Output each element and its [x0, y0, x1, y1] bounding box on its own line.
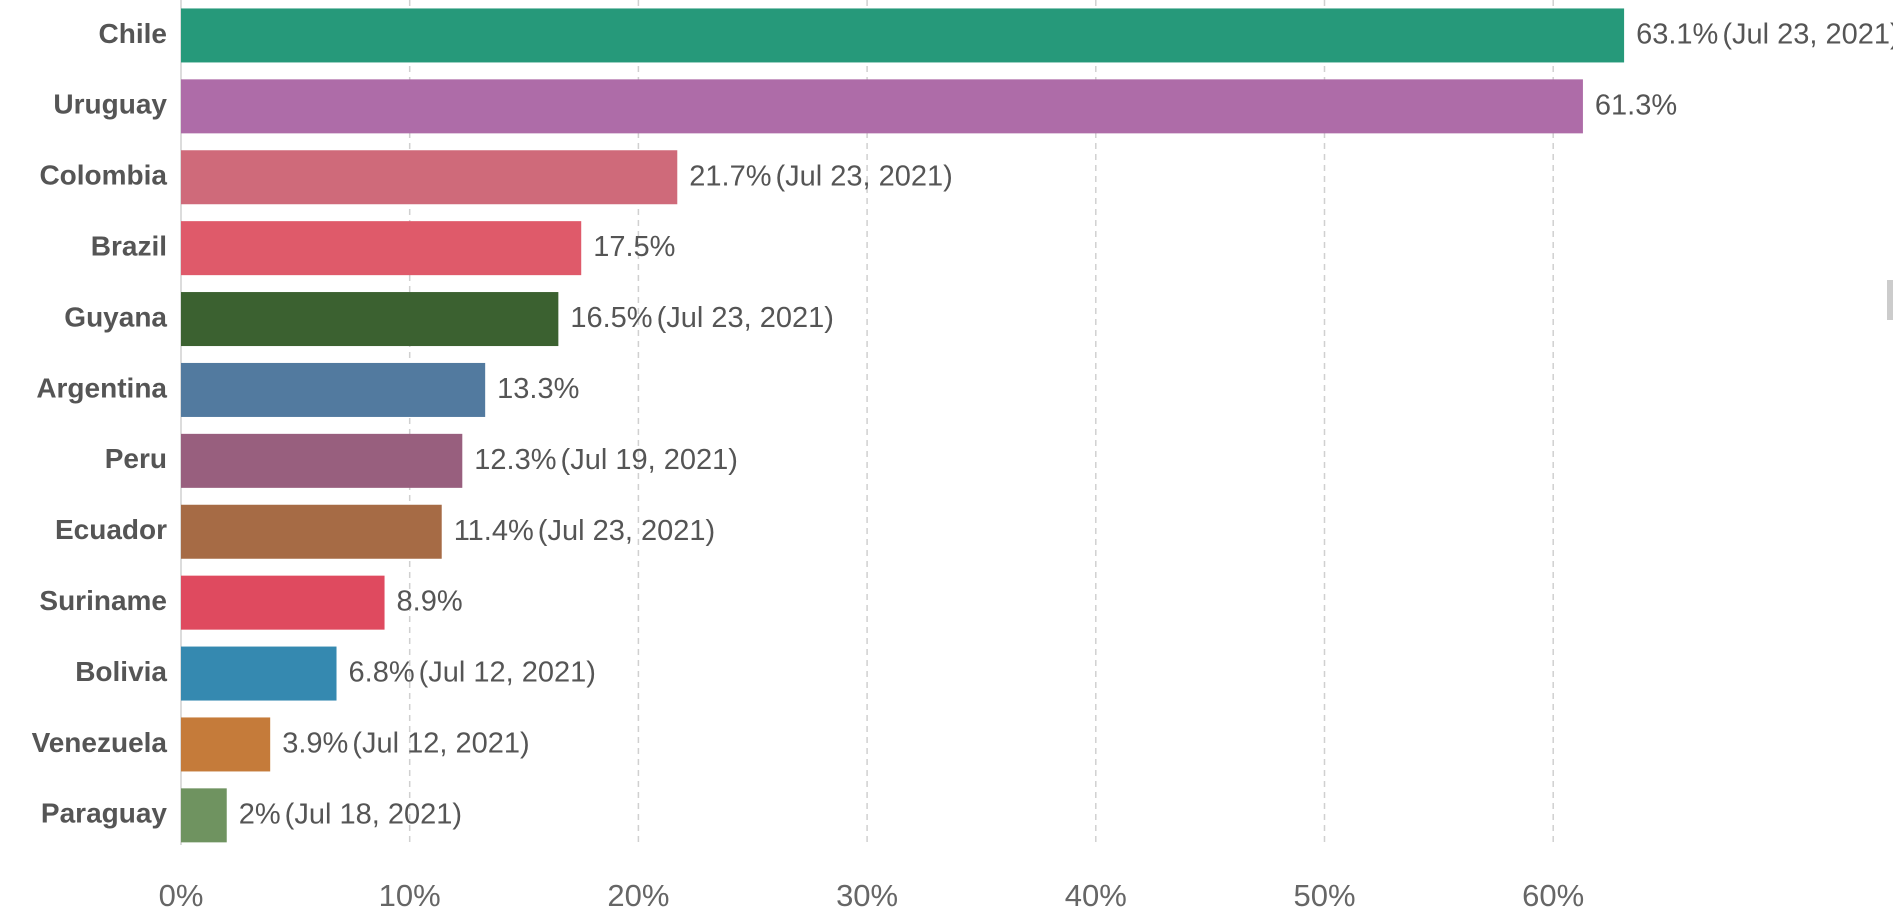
date-note: (Jul 23, 2021) — [538, 514, 715, 546]
value-label: 21.7% (Jul 23, 2021) — [689, 160, 953, 192]
bar — [181, 292, 559, 347]
value-label: 6.8% (Jul 12, 2021) — [349, 656, 596, 688]
x-tick-label: 10% — [379, 878, 441, 913]
value-text: 63.1% — [1636, 18, 1718, 50]
value-text: 16.5% — [570, 302, 652, 334]
x-tick-label: 30% — [836, 878, 898, 913]
date-note: (Jul 19, 2021) — [561, 444, 738, 476]
value-text: 17.5% — [593, 231, 675, 263]
bar — [181, 717, 271, 772]
value-text: 3.9% — [282, 727, 348, 759]
y-tick-label: Suriname — [39, 585, 167, 616]
bar — [181, 504, 442, 559]
value-text: 2% — [239, 798, 281, 830]
value-label: 61.3% — [1595, 89, 1677, 121]
value-label: 2% (Jul 18, 2021) — [239, 798, 462, 830]
y-tick-label: Paraguay — [41, 798, 167, 829]
date-note: (Jul 23, 2021) — [776, 160, 953, 192]
x-tick-label: 60% — [1522, 878, 1584, 913]
value-text: 21.7% — [689, 160, 771, 192]
value-label: 13.3% — [497, 373, 579, 405]
value-text: 61.3% — [1595, 89, 1677, 121]
date-note: (Jul 23, 2021) — [1722, 18, 1893, 50]
value-label: 16.5% (Jul 23, 2021) — [570, 302, 834, 334]
bar — [181, 8, 1625, 63]
y-tick-label: Argentina — [36, 372, 167, 403]
value-text: 13.3% — [497, 373, 579, 405]
scrollbar — [1887, 280, 1893, 320]
y-tick-label: Chile — [99, 18, 167, 49]
y-tick-label: Uruguay — [53, 89, 167, 120]
bar — [181, 150, 678, 205]
y-tick-label: Ecuador — [55, 514, 167, 545]
x-tick-label: 20% — [607, 878, 669, 913]
y-tick-label: Venezuela — [32, 727, 168, 758]
y-tick-label: Peru — [105, 443, 167, 474]
bar — [181, 575, 385, 630]
bar — [181, 362, 486, 417]
y-tick-label: Bolivia — [75, 656, 167, 687]
value-label: 63.1% (Jul 23, 2021) — [1636, 18, 1893, 50]
value-text: 12.3% — [474, 444, 556, 476]
value-text: 6.8% — [349, 656, 415, 688]
value-label: 11.4% (Jul 23, 2021) — [454, 514, 715, 546]
x-tick-label: 50% — [1293, 878, 1355, 913]
y-tick-label: Guyana — [64, 301, 167, 332]
bar — [181, 79, 1583, 134]
y-tick-label: Colombia — [39, 160, 167, 191]
bar — [181, 221, 582, 276]
value-text: 8.9% — [397, 585, 463, 617]
value-label: 8.9% — [397, 585, 463, 617]
value-label: 12.3% (Jul 19, 2021) — [474, 444, 738, 476]
value-text: 11.4% — [454, 514, 534, 546]
date-note: (Jul 18, 2021) — [285, 798, 462, 830]
x-tick-label: 40% — [1065, 878, 1127, 913]
bar — [181, 433, 463, 488]
date-note: (Jul 23, 2021) — [657, 302, 834, 334]
y-tick-label: Brazil — [91, 231, 167, 262]
bar — [181, 788, 227, 843]
value-label: 17.5% — [593, 231, 675, 263]
value-label: 3.9% (Jul 12, 2021) — [282, 727, 529, 759]
date-note: (Jul 12, 2021) — [419, 656, 596, 688]
date-note: (Jul 12, 2021) — [352, 727, 529, 759]
x-tick-label: 0% — [159, 878, 204, 913]
bar — [181, 646, 337, 701]
